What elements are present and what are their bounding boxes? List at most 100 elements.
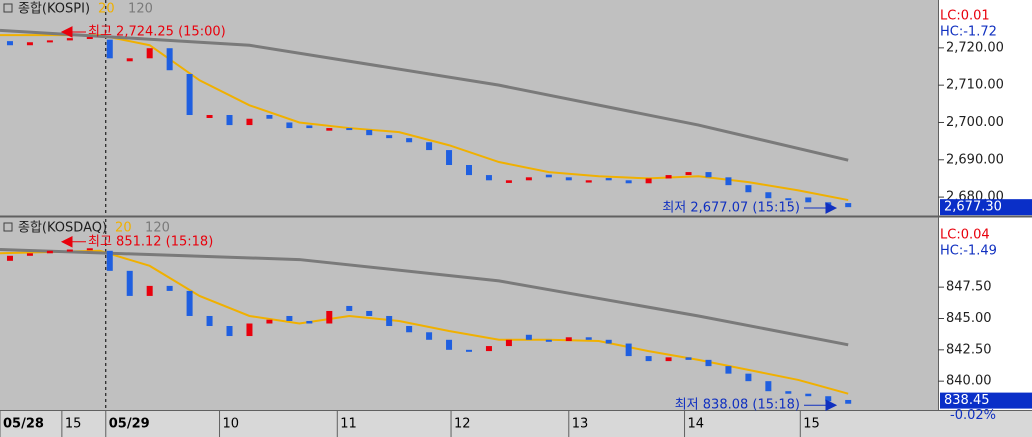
candle [266, 319, 273, 324]
candle [485, 175, 492, 181]
candle [825, 396, 832, 402]
candle [685, 357, 692, 360]
candle [765, 192, 772, 199]
last-price-label: 2,677.30 [944, 200, 1002, 215]
candle [406, 138, 413, 143]
candle [545, 174, 552, 178]
candle [306, 320, 313, 324]
candle [446, 339, 453, 350]
candle [625, 180, 632, 184]
candle [585, 337, 592, 340]
candle [605, 339, 612, 344]
candle [146, 48, 153, 59]
candle [845, 399, 852, 404]
candle [126, 270, 133, 296]
moving-average [0, 28, 849, 162]
candle [466, 349, 472, 352]
y-tick-label: 840.00 [946, 374, 992, 389]
x-tick-label: 14 [688, 417, 705, 432]
candle [106, 250, 113, 271]
x-tick-label: 10 [223, 417, 240, 432]
y-tick-label: 2,690.00 [946, 152, 1004, 167]
candle [386, 315, 393, 327]
high-label: 최고 2,724.25 (15:00) [88, 24, 226, 39]
candle [645, 178, 652, 184]
candle [326, 128, 333, 131]
candle [286, 122, 293, 129]
candle [166, 48, 173, 71]
candle [26, 42, 33, 46]
y-tick-label: 847.50 [946, 280, 992, 295]
candle [346, 305, 353, 311]
candle [605, 178, 612, 181]
candle [565, 177, 572, 181]
candle [665, 175, 672, 179]
candle [745, 185, 752, 193]
y-tick-label: 845.00 [946, 311, 992, 326]
y-tick-label: 2,700.00 [946, 115, 1004, 130]
lc-label: LC:0.04 [940, 228, 990, 243]
candle [725, 366, 732, 374]
candle [705, 359, 712, 367]
candle [446, 150, 453, 166]
candle [246, 118, 253, 126]
moving-average [0, 248, 849, 347]
candle [286, 315, 293, 321]
candle [246, 323, 253, 337]
candle [805, 197, 812, 203]
candle [725, 177, 732, 186]
candle [146, 285, 153, 296]
candle [366, 129, 373, 136]
info-box [939, 2, 1032, 38]
candle [765, 381, 772, 392]
x-tick-label: 15 [803, 417, 820, 432]
candle [366, 310, 373, 316]
candle [466, 165, 472, 176]
candle [266, 115, 273, 119]
moving-average [0, 34, 849, 202]
candle [426, 142, 433, 151]
panel-icon [3, 222, 13, 232]
candle [745, 373, 752, 382]
candle [406, 326, 413, 333]
last-price-box [940, 199, 1032, 216]
candle [206, 315, 213, 327]
candle [805, 393, 812, 397]
candle [6, 255, 13, 261]
legend-entry: 120 [128, 2, 153, 17]
high-label: 최고 851.12 (15:18) [88, 234, 213, 249]
candle [705, 172, 712, 178]
x-tick-label: 15 [65, 417, 82, 432]
low-arrow [804, 399, 838, 412]
low-arrow [804, 202, 838, 214]
candle [86, 248, 93, 251]
time-axis-background [0, 411, 1032, 437]
x-tick-label: 12 [454, 417, 471, 432]
candle [505, 180, 512, 183]
legend-entry: 120 [145, 221, 170, 236]
last-price-label: 838.45 [944, 393, 990, 408]
candle [785, 391, 792, 394]
candle [326, 310, 333, 324]
candle [46, 250, 53, 254]
low-label: 최저 2,677.07 (15:15) [662, 201, 800, 216]
candle [166, 285, 173, 291]
candle [226, 115, 233, 126]
candle [645, 356, 652, 362]
candle [585, 180, 592, 183]
candle [346, 128, 353, 131]
candle [6, 41, 13, 46]
candle [66, 249, 73, 252]
candle [306, 125, 313, 129]
candle [505, 339, 512, 347]
y-tick-label: 2,710.00 [946, 78, 1004, 93]
lc-label: LC:0.01 [940, 9, 990, 24]
candle [525, 334, 532, 340]
candle [386, 135, 393, 139]
legend-entry: 20 [98, 2, 115, 17]
legend-entry: 20 [115, 221, 132, 236]
candle [86, 37, 93, 40]
candle [785, 198, 792, 201]
candle [226, 326, 233, 337]
